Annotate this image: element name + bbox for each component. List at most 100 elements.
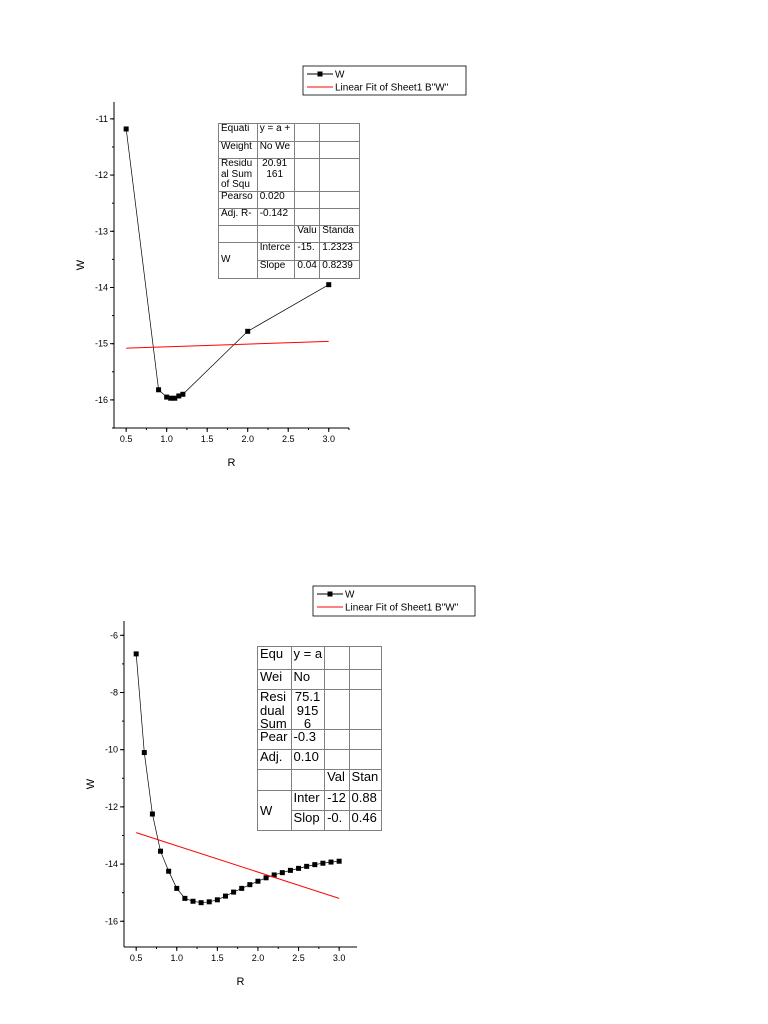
chart-2: 0.5 1.0 1.5 2.0 2.5 3.0 -6 -8 -10 -12 -14 -16 R W W Lin… xyxy=(85,585,476,988)
fit-cell: Interce xyxy=(256,242,296,261)
fit-cell xyxy=(319,123,360,142)
data-point xyxy=(296,865,302,871)
x-tick-label: 1.0 xyxy=(160,434,173,444)
legend-label: W xyxy=(345,590,355,601)
fit-cell: Slope xyxy=(256,260,296,279)
fit-cell: Pear xyxy=(257,729,292,750)
series-line-linear-fit xyxy=(136,832,340,899)
data-point xyxy=(182,895,188,901)
fit-cell xyxy=(256,225,296,243)
y-tick-label: -13 xyxy=(95,226,108,236)
data-point xyxy=(214,897,220,903)
fit-cell xyxy=(319,208,360,226)
data-point xyxy=(247,882,253,888)
fit-cell: 0.020 xyxy=(256,191,296,209)
fit-cell: Valu xyxy=(294,225,321,243)
data-point xyxy=(231,889,237,895)
y-tick-label: -14 xyxy=(105,859,118,869)
fit-cell xyxy=(348,669,383,690)
fit-cell: -0.142 xyxy=(256,208,296,226)
x-tick-label: 0.5 xyxy=(130,953,143,963)
y-tick-label: -10 xyxy=(105,745,118,755)
y-tick-label: -12 xyxy=(95,170,108,180)
fit-cell xyxy=(348,749,383,770)
fit-cell: Standa xyxy=(319,225,360,243)
x-tick-label: 3.0 xyxy=(322,434,335,444)
data-point xyxy=(206,899,212,905)
fit-cell xyxy=(294,141,321,159)
data-point xyxy=(263,875,269,881)
fit-cell: 0.8239 xyxy=(319,260,360,279)
fit-cell: Adj. xyxy=(257,749,292,770)
series-line-linear-fit xyxy=(126,340,329,349)
fit-cell: Wei xyxy=(257,669,292,690)
fit-cell: 0.10 xyxy=(290,749,326,770)
fit-cell xyxy=(294,158,321,192)
x-axis-label: R xyxy=(228,457,236,469)
data-point xyxy=(123,126,129,132)
fit-cell: -0.3 xyxy=(290,729,326,750)
legend-label: Linear Fit of Sheet1 B"W" xyxy=(345,603,459,614)
x-tick-label: 0.5 xyxy=(120,434,133,444)
y-tick-label: -14 xyxy=(95,282,108,292)
chart-1: 0.5 1.0 1.5 2.0 2.5 3.0-11-12-13-14-15-16RWWL… xyxy=(75,65,467,469)
fit-cell: Inter xyxy=(290,790,326,811)
fit-cell: Pearso xyxy=(218,191,258,209)
y-tick-label: -16 xyxy=(105,916,118,926)
data-point xyxy=(158,848,164,854)
fit-cell xyxy=(294,123,321,142)
data-point xyxy=(180,391,186,397)
fit-cell xyxy=(218,225,258,243)
x-tick-label: 1.0 xyxy=(171,953,184,963)
data-point xyxy=(312,862,318,868)
fit-cell-text: 20.91 161 xyxy=(262,159,288,180)
fit-cell: 0.88 xyxy=(348,790,383,811)
x-tick-label: 2.5 xyxy=(282,434,295,444)
fit-cell xyxy=(319,141,360,159)
data-point xyxy=(279,870,285,876)
fit-cell: -15. xyxy=(294,242,321,261)
y-tick-label: -6 xyxy=(110,630,118,640)
y-axis-label: W xyxy=(85,778,97,789)
fit-cell: 1.2323 xyxy=(319,242,360,261)
data-point xyxy=(190,898,196,904)
data-point xyxy=(198,900,204,906)
fit-cell xyxy=(294,208,321,226)
data-point xyxy=(271,872,277,878)
fit-cell: -12 xyxy=(324,790,350,811)
fit-cell: Resi dual Sum xyxy=(257,689,292,730)
fit-group-label: W xyxy=(257,790,292,831)
fit-cell xyxy=(324,729,350,750)
data-point xyxy=(141,750,147,756)
data-point xyxy=(245,328,251,334)
fit-cell: 20.91 161 xyxy=(256,158,296,192)
legend: W Linear Fit of Sheet1 B"W" xyxy=(312,585,476,617)
fit-cell-text: Residu al Sum of Squ xyxy=(221,159,253,190)
fit-cell: Stan xyxy=(348,769,383,791)
legend-box xyxy=(302,65,467,96)
fit-cell xyxy=(348,689,383,730)
fit-cell xyxy=(319,158,360,192)
data-point xyxy=(326,282,332,288)
x-tick-label: 2.0 xyxy=(252,953,265,963)
data-point xyxy=(166,868,172,874)
fit-table-bottom: Equ y = a Wei No Resi dual Sum 75.1 915 … xyxy=(257,646,383,831)
legend-label: Linear Fit of Sheet1 B"W" xyxy=(335,83,449,94)
data-point xyxy=(287,867,293,873)
legend: W Linear Fit of Sheet1 B"W" xyxy=(302,65,467,96)
x-tick-label: 2.5 xyxy=(292,953,305,963)
x-axis-label: R xyxy=(237,976,245,988)
data-point xyxy=(176,393,182,399)
data-point xyxy=(255,878,261,884)
legend-marker xyxy=(317,71,323,77)
data-point xyxy=(222,893,228,899)
fit-cell xyxy=(294,191,321,209)
fit-cell: No xyxy=(290,669,326,690)
fit-cell: -0. xyxy=(324,810,350,831)
fit-table-top: Equati y = a + Weight No We Residu al Su… xyxy=(218,123,360,279)
data-point xyxy=(320,860,326,866)
legend-label: W xyxy=(335,70,345,81)
fit-cell: 0.46 xyxy=(348,810,383,831)
x-tick-label: 1.5 xyxy=(201,434,214,444)
